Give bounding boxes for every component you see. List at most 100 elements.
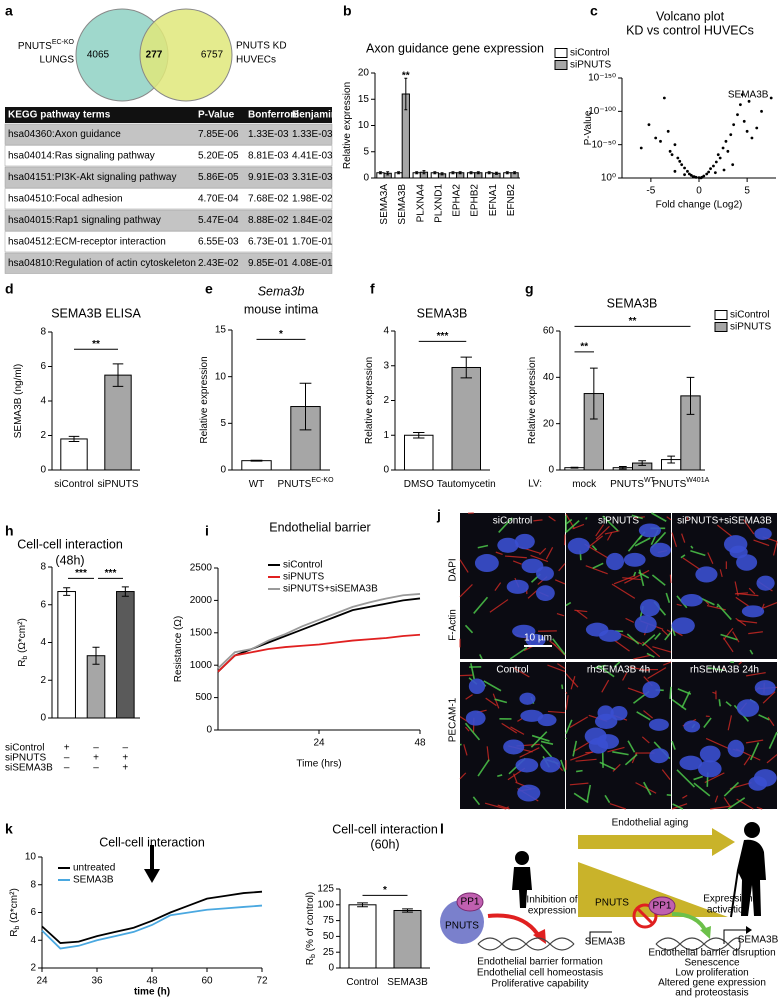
error-bar xyxy=(458,171,462,175)
point xyxy=(668,149,672,153)
actin-fiber xyxy=(504,555,527,559)
table-header xyxy=(5,107,332,123)
nucleus xyxy=(754,527,772,540)
channel-label: F-Actin xyxy=(448,609,459,641)
actin-fiber xyxy=(565,673,579,688)
actin-fiber xyxy=(585,751,593,754)
inhibition-arrow xyxy=(487,913,542,940)
actin-fiber xyxy=(530,554,549,563)
table-cell: 6.73E-01 xyxy=(248,237,289,248)
nucleus xyxy=(468,678,486,694)
error-bar xyxy=(469,171,473,175)
actin-fiber xyxy=(732,631,740,643)
chart-title: Endothelial barrier xyxy=(269,520,370,534)
actin-fiber xyxy=(661,769,671,780)
error-bar xyxy=(357,902,368,908)
pnuts-label: PNUTS xyxy=(445,921,479,932)
y-tick-label: 6 xyxy=(40,599,46,610)
y-tick-label: 10 xyxy=(25,852,37,863)
gene-arrow xyxy=(589,931,612,944)
condition-sign: – xyxy=(93,763,99,774)
y-axis-label: Relative expression xyxy=(199,356,210,443)
label-part: WT xyxy=(644,477,656,484)
y-axis-label: Relative expression xyxy=(527,357,538,444)
y-axis-label: Rb (% of control) xyxy=(305,892,317,965)
table-row xyxy=(4,252,333,274)
label-part: Relative expression xyxy=(199,356,210,443)
nucleus xyxy=(699,745,721,763)
actin-fiber xyxy=(707,552,714,564)
actin-fiber xyxy=(495,551,503,555)
actin-fiber xyxy=(607,746,625,753)
point xyxy=(718,156,722,160)
y-tick-label: 20 xyxy=(543,418,555,429)
significance: ** xyxy=(580,341,588,352)
point xyxy=(724,139,728,143)
x-tick-label: EPHB2 xyxy=(469,184,480,217)
point xyxy=(702,174,706,178)
label-part: PNUTS xyxy=(652,479,686,490)
actin-fiber xyxy=(682,557,701,571)
actin-fiber xyxy=(492,693,500,709)
y-tick-label: 0 xyxy=(383,465,389,476)
outcome: Proliferative capability xyxy=(491,979,588,990)
significance: * xyxy=(383,885,387,896)
x-tick-label: DMSO xyxy=(404,479,434,490)
y-tick-label: 0 xyxy=(548,465,554,476)
actin-fiber xyxy=(772,541,778,556)
point xyxy=(705,172,709,176)
error-bar xyxy=(121,586,129,597)
x-tick-label: EPHA2 xyxy=(451,184,462,217)
actin-fiber xyxy=(533,519,543,522)
actin-fiber xyxy=(745,739,764,744)
error-bar xyxy=(378,171,382,175)
junction xyxy=(552,638,566,656)
actin-fiber xyxy=(606,532,613,541)
point xyxy=(662,96,666,100)
bar xyxy=(393,909,422,969)
series-line xyxy=(41,890,263,944)
table-cell: 4.70E-04 xyxy=(198,194,239,205)
panel-label: e xyxy=(205,281,213,297)
actin-fiber xyxy=(671,532,678,548)
junction xyxy=(597,664,615,678)
legend-label: siPNUTS xyxy=(570,60,611,71)
table-cell: 5.20E-05 xyxy=(198,151,239,162)
actin-fiber xyxy=(512,667,530,678)
actin-fiber xyxy=(510,726,525,735)
actin-fiber xyxy=(604,530,620,535)
junction xyxy=(671,698,687,711)
y-tick-label: 5 xyxy=(220,418,226,429)
y-tick-label: 10⁻¹⁵⁰ xyxy=(588,73,616,84)
actin-fiber xyxy=(714,795,719,803)
table-cell: 8.88E-02 xyxy=(248,215,289,226)
nucleus xyxy=(753,769,777,787)
actin-fiber xyxy=(485,697,497,707)
junction xyxy=(651,512,667,522)
y-tick-label: 2000 xyxy=(190,595,213,606)
x-tick-label: -5 xyxy=(646,186,655,197)
actin-fiber xyxy=(762,601,778,609)
y-tick-label: 0 xyxy=(40,713,46,724)
inhibition-arrowhead xyxy=(533,929,546,944)
point xyxy=(729,133,733,137)
junction xyxy=(591,545,598,551)
y-tick-label: 1 xyxy=(383,430,389,441)
y-axis-label: Rb (Ω*cm²) xyxy=(17,618,29,667)
table-cell: 9.91E-03 xyxy=(248,172,289,183)
bar xyxy=(404,434,434,471)
label-part: b xyxy=(22,656,29,660)
error-bar xyxy=(686,376,695,415)
actin-fiber xyxy=(565,695,569,710)
actin-fiber xyxy=(519,747,540,758)
x-tick-label: SEMA3A xyxy=(379,184,390,225)
y-tick-label: 20 xyxy=(358,68,370,79)
bar xyxy=(290,406,321,471)
legend-label: siPNUTS xyxy=(730,322,771,333)
nucleus xyxy=(594,713,618,730)
y-tick-label: 4 xyxy=(40,396,46,407)
action-label: Expression xyxy=(703,894,752,905)
table-cell: hsa04360:Axon guidance xyxy=(8,129,121,140)
label-part: W401A xyxy=(686,477,709,484)
actin-fiber xyxy=(682,794,688,799)
